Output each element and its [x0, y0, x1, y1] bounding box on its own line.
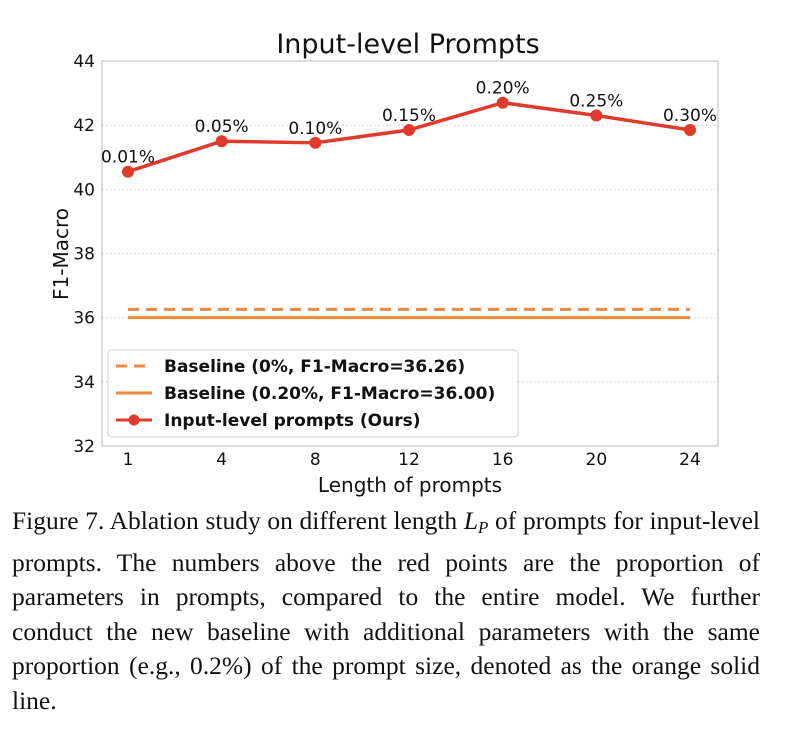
axis-ticks: 32 34 36 38 40 42 44 1 4 8 12 16 20 24	[73, 52, 700, 470]
legend-swatch-ours-marker	[128, 414, 140, 426]
point-label-5: 0.25%	[569, 92, 623, 112]
point-label-0: 0.01%	[101, 148, 155, 168]
point-label-4: 0.20%	[476, 79, 530, 99]
y-tick-label-1: 34	[73, 373, 95, 393]
legend-box	[107, 349, 519, 438]
x-tick-label-4: 16	[492, 450, 514, 470]
y-axis-label: F1-Macro	[49, 208, 73, 300]
plot-frame	[101, 60, 719, 447]
x-tick-label-2: 8	[310, 450, 321, 470]
chart-title: Input-level Prompts	[276, 29, 539, 60]
y-tick-label-0: 32	[73, 437, 95, 457]
baseline-lines	[128, 307, 690, 320]
data-point-6	[684, 123, 696, 136]
point-label-6: 0.30%	[663, 106, 717, 126]
x-tick-label-0: 1	[123, 450, 134, 470]
line-chart: Input-level Prompts 32 34 36 38 40 42 44 1 4 8 12 1…	[49, 29, 719, 497]
legend-label-baseline-dashed: Baseline (0%, F1-Macro=36.26)	[164, 357, 465, 377]
x-tick-label-3: 12	[398, 450, 420, 470]
y-tick-label-4: 40	[73, 180, 95, 200]
point-label-1: 0.05%	[195, 117, 249, 137]
data-point-4	[496, 96, 509, 109]
y-tick-label-2: 36	[73, 309, 95, 329]
point-label-3: 0.15%	[382, 106, 436, 126]
data-point-1	[215, 135, 228, 148]
y-tick-label-3: 38	[73, 245, 95, 265]
caption-math-subscript: P	[478, 518, 489, 537]
y-tick-label-6: 44	[73, 52, 95, 72]
legend-label-ours: Input-level prompts (Ours)	[164, 411, 420, 431]
x-tick-label-1: 4	[216, 450, 227, 470]
caption-prefix: Figure 7. Ablation study on different le…	[12, 506, 464, 535]
series-lines	[122, 96, 696, 178]
x-tick-label-6: 24	[679, 450, 701, 470]
y-tick-label-5: 42	[73, 116, 95, 136]
caption-body: of prompts for input-level prompts. The …	[12, 506, 760, 715]
data-point-3	[403, 123, 415, 136]
data-point-0	[122, 165, 134, 178]
point-labels: 0.01% 0.05% 0.10% 0.15% 0.20% 0.25% 0.30%	[101, 79, 717, 168]
legend-label-baseline-solid: Baseline (0.20%, F1-Macro=36.00)	[164, 384, 495, 404]
data-point-5	[590, 109, 603, 122]
data-point-2	[309, 136, 322, 149]
x-tick-label-5: 20	[586, 450, 608, 470]
caption-math-symbol: L	[463, 506, 479, 535]
legend: Baseline (0%, F1-Macro=36.26) Baseline (…	[107, 349, 519, 438]
x-axis-label: Length of prompts	[318, 473, 502, 497]
point-label-2: 0.10%	[288, 119, 342, 139]
figure-caption: Figure 7. Ablation study on different le…	[12, 504, 760, 718]
